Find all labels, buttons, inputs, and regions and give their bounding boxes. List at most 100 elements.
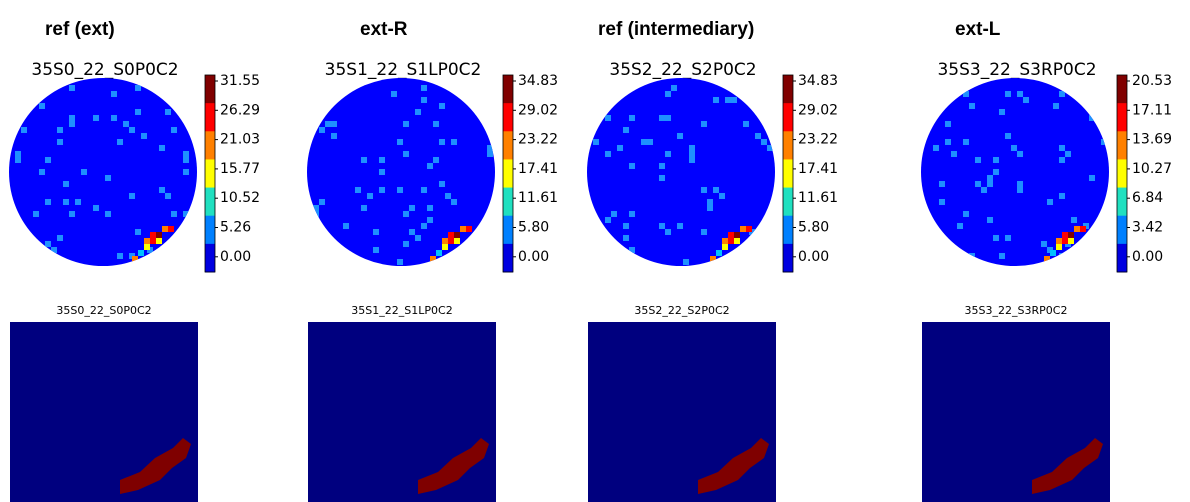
wafer-cell: [135, 85, 141, 91]
wafer-cell: [963, 139, 969, 145]
wafer-cell: [451, 199, 457, 205]
wafer-cell: [981, 187, 987, 193]
colorbar-segment: [205, 187, 215, 217]
hotspot-cell: [168, 226, 174, 232]
wafer-cell: [593, 139, 599, 145]
wafer-cell: [129, 193, 135, 199]
colorbar-segment: [1117, 75, 1127, 104]
hotspot-cell: [436, 250, 442, 256]
wafer-cell: [1005, 133, 1011, 139]
colorbar-segment: [205, 243, 215, 273]
colorbar-segment: [205, 75, 215, 104]
wafer-cell: [421, 223, 427, 229]
colorbar-segment: [783, 75, 793, 104]
wafer-cell: [611, 211, 617, 217]
mask-image: [308, 322, 496, 502]
colorbar-segment: [503, 243, 513, 273]
hotspot-cell: [156, 232, 162, 238]
wafer-cell: [379, 157, 385, 163]
hotspot-cell: [1080, 226, 1086, 232]
colorbar-tick-label: 21.03: [220, 132, 260, 148]
wafer-cell: [409, 205, 415, 211]
wafer-cell: [153, 85, 159, 91]
panel-header: ext-L: [955, 19, 1001, 40]
wafer-cell: [993, 157, 999, 163]
wafer-cell: [1047, 199, 1053, 205]
wafer-cell: [93, 115, 99, 121]
hotspot-cell: [454, 238, 460, 244]
wafer-cell: [171, 127, 177, 133]
wafer-cell: [629, 247, 635, 253]
panel-header: ref (intermediary): [598, 19, 754, 40]
hotspot-cell: [1068, 238, 1074, 244]
wafer-cell: [183, 169, 189, 175]
wafer-cell: [183, 253, 189, 259]
colorbar-tick-label: 3.42: [1132, 220, 1163, 236]
wafer-cell: [701, 121, 707, 127]
wafer-bg: [587, 78, 775, 266]
wafer-cell: [367, 193, 373, 199]
colorbar-tick-label: 23.22: [798, 132, 838, 148]
colorbar-segment: [205, 159, 215, 189]
wafer-cell: [183, 211, 189, 217]
wafer-cell: [69, 115, 75, 121]
hotspot-cell: [150, 238, 156, 244]
wafer-cell: [1023, 97, 1029, 103]
hotspot-cell: [734, 232, 740, 238]
wafer-cell: [665, 91, 671, 97]
wafer-cell: [999, 109, 1005, 115]
colorbar-tick-label: 17.41: [798, 161, 838, 177]
wafer-cell: [21, 127, 27, 133]
hotspot-cell: [162, 226, 168, 232]
colorbar-frame: [782, 74, 794, 273]
wafer-cell: [33, 211, 39, 217]
wafer-cell: [671, 85, 677, 91]
colorbar-segment: [503, 131, 513, 160]
wafer-cell: [439, 181, 445, 187]
wafer-cell: [27, 253, 33, 259]
mask-blob: [418, 438, 489, 494]
colorbar-tick-label: 5.80: [518, 220, 549, 236]
wafer-cell: [57, 139, 63, 145]
wafer-cell: [969, 253, 975, 259]
wafer-cell: [677, 133, 683, 139]
wafer-cell: [927, 109, 933, 115]
wafer-cell: [403, 151, 409, 157]
wafer-cell: [1089, 115, 1095, 121]
colorbar-frame: [204, 74, 216, 273]
wafer-cell: [1089, 175, 1095, 181]
colorbar-segment: [783, 243, 793, 273]
colorbar-segment: [503, 159, 513, 189]
colorbar-tick-label: 13.69: [1132, 132, 1172, 148]
wafer-cell: [81, 169, 87, 175]
wafer-cell: [361, 157, 367, 163]
wafer-cell: [593, 259, 599, 265]
wafer-cell: [313, 205, 319, 211]
colorbar-tick-label: 5.26: [220, 220, 251, 236]
panel-header: ref (ext): [45, 19, 115, 40]
wafer-cell: [1059, 193, 1065, 199]
wafer-cell: [183, 151, 189, 157]
wafer-cell: [659, 115, 665, 121]
wafer-cell: [397, 139, 403, 145]
wafer-cell: [1083, 247, 1089, 253]
wafer-cell: [707, 205, 713, 211]
hotspot-cell: [710, 256, 716, 262]
wafer-cell: [605, 115, 611, 121]
wafer-cell: [945, 139, 951, 145]
colorbar-tick-label: 11.61: [798, 190, 838, 206]
wafer-cell: [171, 211, 177, 217]
wafer-cell: [403, 241, 409, 247]
wafer-cell: [939, 199, 945, 205]
wafer-cell: [599, 253, 605, 259]
colorbar-segment: [1117, 215, 1127, 245]
colorbar-segment: [205, 131, 215, 160]
wafer-cell: [337, 91, 343, 97]
wafer-cell: [177, 229, 183, 235]
wafer-cell: [1059, 91, 1065, 97]
hotspot-cell: [132, 256, 138, 262]
wafer-cell: [427, 205, 433, 211]
hotspot-cell: [156, 238, 162, 244]
